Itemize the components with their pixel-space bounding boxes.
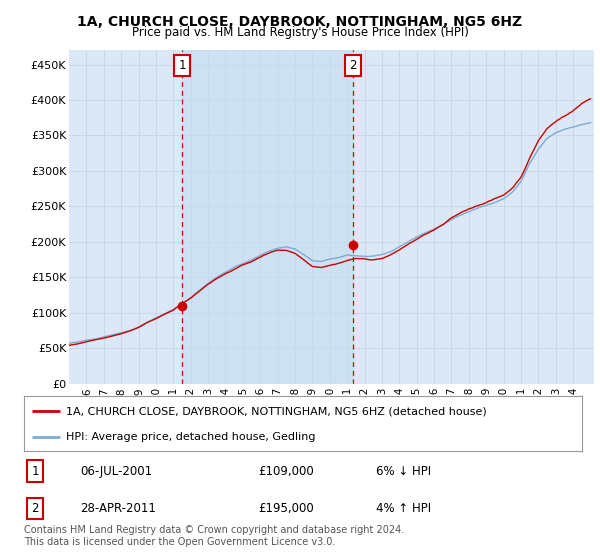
Text: HPI: Average price, detached house, Gedling: HPI: Average price, detached house, Gedl… (66, 432, 316, 442)
Text: 06-JUL-2001: 06-JUL-2001 (80, 465, 152, 478)
Text: 6% ↓ HPI: 6% ↓ HPI (376, 465, 431, 478)
Text: £109,000: £109,000 (259, 465, 314, 478)
Text: 4% ↑ HPI: 4% ↑ HPI (376, 502, 431, 515)
Bar (182, 50, 353, 384)
Text: 1: 1 (178, 59, 186, 72)
Text: 28-APR-2011: 28-APR-2011 (80, 502, 155, 515)
Text: 2: 2 (349, 59, 356, 72)
Text: Price paid vs. HM Land Registry's House Price Index (HPI): Price paid vs. HM Land Registry's House … (131, 26, 469, 39)
Text: 1A, CHURCH CLOSE, DAYBROOK, NOTTINGHAM, NG5 6HZ (detached house): 1A, CHURCH CLOSE, DAYBROOK, NOTTINGHAM, … (66, 407, 487, 416)
Text: 1: 1 (31, 465, 39, 478)
Text: 1A, CHURCH CLOSE, DAYBROOK, NOTTINGHAM, NG5 6HZ: 1A, CHURCH CLOSE, DAYBROOK, NOTTINGHAM, … (77, 15, 523, 29)
Text: 2: 2 (31, 502, 39, 515)
Text: £195,000: £195,000 (259, 502, 314, 515)
Text: Contains HM Land Registry data © Crown copyright and database right 2024.
This d: Contains HM Land Registry data © Crown c… (24, 525, 404, 547)
